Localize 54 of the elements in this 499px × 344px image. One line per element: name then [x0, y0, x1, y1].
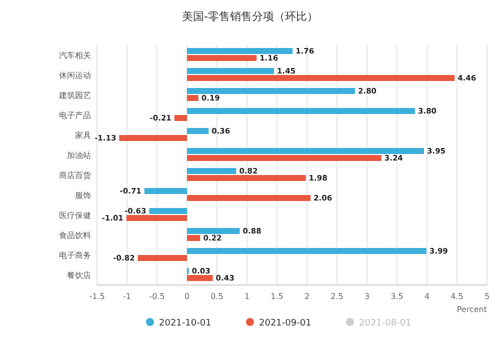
- x-tick-label: 3: [364, 292, 370, 301]
- y-tick-label: 服饰: [75, 191, 91, 200]
- x-tick-label: 2: [304, 292, 310, 301]
- bar: [187, 175, 306, 181]
- bar: [187, 275, 213, 281]
- bar: [119, 135, 187, 141]
- x-tick-label: 4: [424, 292, 430, 301]
- bar: [187, 88, 355, 94]
- bar: [126, 215, 187, 221]
- y-tick-label: 休闲运动: [59, 71, 91, 80]
- legend-label: 2021-08-01: [359, 318, 412, 328]
- bar: [187, 155, 382, 161]
- x-axis-title: Percent: [456, 305, 487, 314]
- x-tick-label: 5: [484, 292, 490, 301]
- y-tick-label: 电子商务: [59, 251, 91, 260]
- bar: [187, 55, 257, 61]
- bar: [187, 95, 198, 101]
- bar: [174, 115, 187, 121]
- bar: [187, 248, 426, 254]
- y-tick-label: 建筑园艺: [58, 91, 91, 100]
- y-tick-label: 电子产品: [59, 111, 91, 120]
- x-tick-label: 0: [184, 292, 190, 301]
- y-tick-label: 餐饮店: [67, 271, 91, 280]
- x-tick-label: 3.5: [390, 292, 404, 301]
- bar: [138, 255, 187, 261]
- bar: [187, 128, 209, 134]
- y-tick-label: 汽车相关: [59, 51, 91, 60]
- bar: [187, 48, 293, 54]
- bar: [187, 235, 200, 241]
- x-tick-label: 1.5: [270, 292, 284, 301]
- bar: [187, 195, 311, 201]
- legend-label: 2021-10-01: [159, 318, 212, 328]
- x-tick-label: 0.5: [210, 292, 224, 301]
- x-tick-label: 2.5: [330, 292, 344, 301]
- y-tick-label: 医疗保健: [59, 211, 91, 220]
- x-tick-label: -0.5: [149, 292, 165, 301]
- x-tick-label: 4.5: [450, 292, 464, 301]
- x-tick-label: -1: [123, 292, 131, 301]
- y-tick-label: 食品饮料: [59, 231, 91, 240]
- bar: [149, 208, 187, 214]
- bar: [187, 108, 415, 114]
- chart-title: 美国-零售销售分项（环比）: [182, 10, 318, 23]
- bar: [187, 168, 236, 174]
- bar: [187, 75, 455, 81]
- x-tick-label: 1: [244, 292, 250, 301]
- y-tick-label: 加油站: [67, 151, 91, 160]
- legend-label: 2021-09-01: [259, 318, 312, 328]
- bar: [144, 188, 187, 194]
- y-tick-label: 商店百货: [59, 171, 91, 180]
- x-tick-label: -1.5: [89, 292, 105, 301]
- bar: [187, 68, 274, 74]
- y-tick-label: 家具: [75, 131, 91, 140]
- bar: [187, 148, 424, 154]
- bar: [187, 228, 240, 234]
